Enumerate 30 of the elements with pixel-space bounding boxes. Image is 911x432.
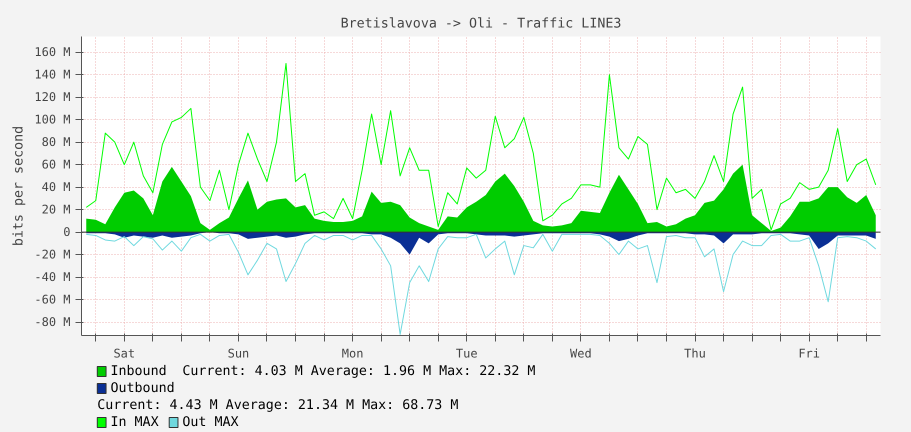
text: Current: 4.43 M Average: 21.34 M Max: 68.73 M <box>97 398 458 413</box>
line-series <box>86 234 876 335</box>
legend-label: Outbound <box>110 381 175 396</box>
y-tick-label: 0 <box>63 225 71 240</box>
text: Current: 4.03 M Average: 1.96 M Max: 22.32 M <box>182 364 536 379</box>
x-tick-label: Fri <box>798 346 820 360</box>
y-tick-label: 20 M <box>42 202 71 217</box>
legend-label: In MAX <box>110 415 159 430</box>
y-tick-label: 120 M <box>34 90 70 104</box>
y-axis-title: bits per second <box>11 126 26 246</box>
x-tick-label: Sun <box>228 346 250 360</box>
y-tick-label: 160 M <box>34 45 70 60</box>
x-tick-label: Wed <box>570 346 592 360</box>
x-tick-label: Thu <box>684 346 706 360</box>
y-tick-label: -20 M <box>34 248 70 262</box>
y-tick-label: 80 M <box>42 135 71 150</box>
y-tick-label: -60 M <box>34 292 70 307</box>
x-tick-label: Mon <box>342 346 364 360</box>
x-tick-label: Tue <box>456 346 478 360</box>
chart-title: Bretislavova -> Oli - Traffic LINE3 <box>340 16 622 32</box>
y-tick-label: -40 M <box>34 270 70 284</box>
y-tick-label: 60 M <box>42 158 71 172</box>
y-tick-label: 40 M <box>42 180 71 194</box>
line-series <box>86 62 876 230</box>
legend-label: Inbound <box>110 364 167 379</box>
y-tick-label: 100 M <box>34 112 70 127</box>
x-tick-label: Sat <box>113 346 136 360</box>
y-tick-label: -80 M <box>34 315 70 330</box>
legend-label: Out MAX <box>182 415 239 430</box>
y-tick-label: 140 M <box>34 68 70 82</box>
